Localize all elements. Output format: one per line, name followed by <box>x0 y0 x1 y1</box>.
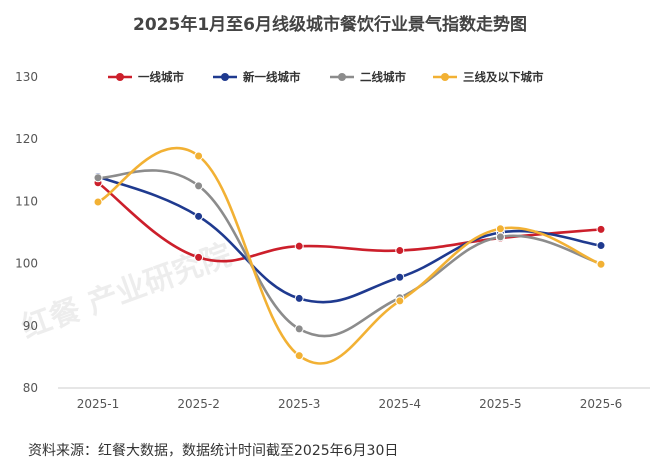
x-tick-label: 2025-6 <box>580 397 623 411</box>
legend-swatch-dot <box>441 73 449 81</box>
data-point <box>395 272 405 282</box>
data-point <box>596 224 606 234</box>
data-point <box>596 259 606 269</box>
y-tick-label: 120 <box>15 132 38 146</box>
y-tick-label: 80 <box>23 381 38 395</box>
data-point <box>93 173 103 183</box>
source-note: 资料来源：红餐大数据，数据统计时间截至2025年6月30日 <box>28 443 399 459</box>
data-point <box>294 324 304 334</box>
data-point <box>596 241 606 251</box>
x-tick-label: 2025-5 <box>479 397 522 411</box>
data-point <box>294 241 304 251</box>
y-tick-label: 100 <box>15 257 38 271</box>
chart-title: 2025年1月至6月线级城市餐饮行业景气指数走势图 <box>133 15 527 35</box>
legend-label: 一线城市 <box>138 70 184 84</box>
x-tick-label: 2025-3 <box>278 397 321 411</box>
data-point <box>294 351 304 361</box>
y-tick-label: 90 <box>23 319 38 333</box>
legend-item-2: 二线城市 <box>330 70 406 84</box>
legend-item-1: 新一线城市 <box>213 70 301 84</box>
series-line-0 <box>97 181 602 263</box>
data-point <box>395 296 405 306</box>
x-tick-label: 2025-2 <box>177 397 220 411</box>
data-point <box>194 151 204 161</box>
legend-label: 三线及以下城市 <box>463 70 544 84</box>
data-point <box>495 232 505 242</box>
legend-label: 新一线城市 <box>243 70 301 84</box>
data-point <box>395 246 405 256</box>
legend-item-0: 一线城市 <box>108 70 184 84</box>
legend-label: 二线城市 <box>360 70 406 84</box>
legend-swatch-dot <box>116 73 124 81</box>
series-points <box>93 151 606 361</box>
series-line-2 <box>97 169 602 338</box>
watermark: 红餐 产业研究院 <box>17 237 236 345</box>
data-point <box>93 197 103 207</box>
data-point <box>294 293 304 303</box>
legend: 一线城市 新一线城市 二线城市 三线及以下城市 <box>108 70 544 84</box>
y-tick-label: 130 <box>15 70 38 84</box>
x-tick-label: 2025-1 <box>77 397 120 411</box>
y-tick-label: 110 <box>15 194 38 208</box>
legend-swatch-dot <box>221 73 229 81</box>
data-point <box>194 252 204 262</box>
x-axis: 2025-1 2025-2 2025-3 2025-4 2025-5 2025-6 <box>77 397 623 411</box>
data-point <box>194 181 204 191</box>
y-axis: 80 90 100 110 120 130 <box>15 70 38 395</box>
legend-swatch-dot <box>338 73 346 81</box>
series-line-1 <box>97 175 602 304</box>
data-point <box>194 211 204 221</box>
x-tick-label: 2025-4 <box>379 397 422 411</box>
legend-item-3: 三线及以下城市 <box>433 70 544 84</box>
data-point <box>495 224 505 234</box>
